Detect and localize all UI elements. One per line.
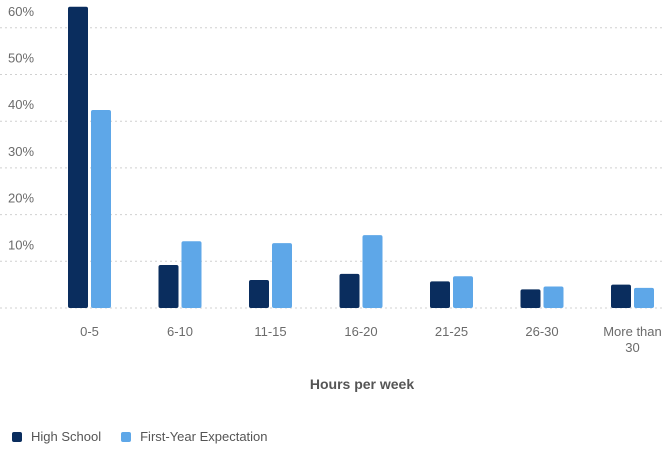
legend-item-high-school[interactable]: High School xyxy=(12,429,101,444)
bar-high-school xyxy=(249,279,269,308)
y-tick-label: 30% xyxy=(8,144,34,159)
y-tick-label: 50% xyxy=(8,51,34,66)
bar-first-year-expectation xyxy=(634,287,654,308)
legend: High School First-Year Expectation xyxy=(12,429,288,444)
bar-first-year-expectation xyxy=(91,109,111,308)
legend-swatch-first-year-expectation xyxy=(121,431,132,442)
legend-label-first-year-expectation: First-Year Expectation xyxy=(140,429,268,444)
y-tick-label: 40% xyxy=(8,97,34,112)
bar-high-school xyxy=(339,273,360,308)
legend-label-high-school: High School xyxy=(31,429,102,444)
x-tick-label: 11-15 xyxy=(254,324,286,339)
bar-first-year-expectation xyxy=(543,286,564,308)
bar-first-year-expectation xyxy=(453,276,473,308)
bar-first-year-expectation xyxy=(181,241,202,308)
bar-high-school xyxy=(520,289,541,308)
y-tick-label: 20% xyxy=(8,191,34,206)
y-tick-label: 10% xyxy=(8,237,34,252)
x-axis-title: Hours per week xyxy=(310,376,414,392)
x-tick-label: 0-5 xyxy=(80,324,99,339)
bar-first-year-expectation xyxy=(272,243,292,308)
bar-high-school xyxy=(158,265,179,308)
y-tick-label: 60% xyxy=(8,4,34,19)
x-tick-label: 6-10 xyxy=(167,324,193,339)
legend-item-first-year-expectation[interactable]: First-Year Expectation xyxy=(121,429,268,444)
bar-first-year-expectation xyxy=(362,235,383,308)
legend-swatch-high-school xyxy=(12,431,22,442)
x-tick-label: 16-20 xyxy=(344,324,377,339)
bar-high-school xyxy=(68,6,88,308)
x-tick-label: More than 30 xyxy=(603,324,662,355)
bar-high-school xyxy=(611,284,631,308)
x-tick-label: 26-30 xyxy=(525,324,558,339)
x-tick-label: 21-25 xyxy=(435,324,468,339)
bar-high-school xyxy=(430,281,450,308)
